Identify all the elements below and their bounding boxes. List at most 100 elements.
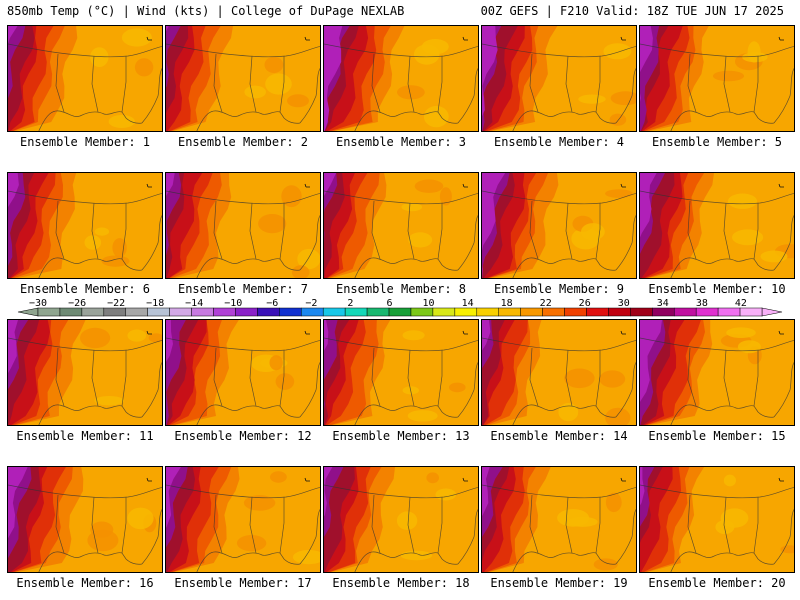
panel-caption-14: Ensemble Member: 14	[490, 429, 628, 443]
panel-caption-20: Ensemble Member: 20	[648, 576, 786, 590]
colorbar-swatch	[673, 307, 697, 317]
temperature-map	[640, 320, 794, 425]
panel-caption-1: Ensemble Member: 1	[19, 135, 151, 149]
temperature-map	[324, 26, 478, 131]
map-panel-2	[165, 25, 321, 132]
temperature-map	[482, 467, 636, 572]
colorbar-swatch	[388, 307, 412, 317]
colorbar-swatch	[103, 307, 127, 317]
colorbar-swatch	[586, 307, 609, 317]
map-panel-17	[165, 466, 321, 573]
colorbar-swatch	[520, 307, 543, 317]
temperature-colorbar: −30 −26 −22 −18 −14 −10 −6 −2 2 6 10 14 18 22 26 30 34 38…	[17, 298, 783, 317]
panel-caption-4: Ensemble Member: 4	[493, 135, 625, 149]
colorbar-tick-label: 42	[735, 298, 747, 309]
colorbar-tick-label: −2	[305, 298, 317, 309]
panel-caption-19: Ensemble Member: 19	[490, 576, 628, 590]
map-panel-3	[323, 25, 479, 132]
header-title: 850mb Temp (°C) | Wind (kts) | College o…	[7, 4, 405, 18]
map-panel-7	[165, 172, 321, 279]
temperature-map	[482, 173, 636, 278]
colorbar-swatch	[630, 307, 653, 317]
header-valid-time: 00Z GEFS | F210 Valid: 18Z TUE JUN 17 20…	[480, 4, 784, 18]
temperature-map	[640, 467, 794, 572]
colorbar-swatch	[191, 307, 214, 317]
colorbar-swatch	[476, 307, 499, 317]
map-panel-9	[481, 172, 637, 279]
map-panel-16	[7, 466, 163, 573]
temperature-map	[8, 26, 162, 131]
colorbar-swatch	[564, 307, 587, 317]
colorbar-swatch	[322, 307, 346, 317]
colorbar-swatch	[147, 307, 170, 317]
colorbar-tick-label: −6	[266, 298, 278, 309]
colorbar-swatch	[344, 307, 368, 317]
map-panel-8	[323, 172, 479, 279]
temperature-map	[166, 26, 320, 131]
colorbar-tick-label: −22	[107, 298, 125, 309]
map-panel-15	[639, 319, 795, 426]
map-panel-18	[323, 466, 479, 573]
colorbar-swatch	[235, 307, 258, 317]
temperature-map	[166, 320, 320, 425]
temperature-map	[324, 320, 478, 425]
colorbar-swatch	[652, 307, 675, 317]
colorbar-swatch	[410, 307, 434, 317]
panel-caption-15: Ensemble Member: 15	[648, 429, 786, 443]
colorbar-swatch	[717, 307, 741, 317]
colorbar-tick-label: −26	[68, 298, 86, 309]
colorbar-swatch	[432, 307, 456, 317]
map-panel-12	[165, 319, 321, 426]
map-panel-19	[481, 466, 637, 573]
map-panel-4	[481, 25, 637, 132]
map-panel-6	[7, 172, 163, 279]
panel-caption-6: Ensemble Member: 6	[19, 282, 151, 296]
temperature-map	[482, 26, 636, 131]
colorbar-tick-label: 2	[347, 298, 353, 309]
colorbar-swatch	[366, 307, 390, 317]
map-panel-11	[7, 319, 163, 426]
colorbar-swatch	[81, 307, 105, 317]
colorbar-swatch	[498, 307, 521, 317]
temperature-map	[8, 467, 162, 572]
colorbar-swatch	[213, 307, 236, 317]
panel-caption-12: Ensemble Member: 12	[174, 429, 312, 443]
panel-caption-18: Ensemble Member: 18	[332, 576, 470, 590]
map-panel-20	[639, 466, 795, 573]
colorbar-swatch	[37, 307, 61, 317]
colorbar-high-arrow	[761, 307, 783, 317]
map-panel-13	[323, 319, 479, 426]
colorbar-swatch	[257, 307, 280, 317]
colorbar-tick-label: 34	[657, 298, 669, 309]
colorbar-swatch	[169, 307, 192, 317]
map-panel-5	[639, 25, 795, 132]
colorbar-swatch	[279, 307, 302, 317]
panel-caption-10: Ensemble Member: 10	[648, 282, 786, 296]
colorbar-tick-label: 30	[618, 298, 630, 309]
colorbar-swatch	[608, 307, 631, 317]
temperature-map	[8, 320, 162, 425]
panel-caption-16: Ensemble Member: 16	[16, 576, 154, 590]
panel-caption-3: Ensemble Member: 3	[335, 135, 467, 149]
colorbar-tick-label: −10	[224, 298, 242, 309]
colorbar-tick-label: −18	[146, 298, 164, 309]
map-panel-10	[639, 172, 795, 279]
temperature-map	[324, 467, 478, 572]
map-panel-14	[481, 319, 637, 426]
temperature-map	[640, 173, 794, 278]
temperature-map	[166, 467, 320, 572]
panel-caption-2: Ensemble Member: 2	[177, 135, 309, 149]
colorbar-tick-label: 10	[422, 298, 434, 309]
colorbar-tick-label: 38	[696, 298, 708, 309]
panel-caption-11: Ensemble Member: 11	[16, 429, 154, 443]
colorbar-tick-label: 18	[501, 298, 513, 309]
panel-caption-13: Ensemble Member: 13	[332, 429, 470, 443]
colorbar-tick-label: 26	[579, 298, 591, 309]
temperature-map	[8, 173, 162, 278]
temperature-map	[482, 320, 636, 425]
panel-caption-8: Ensemble Member: 8	[335, 282, 467, 296]
colorbar-swatch	[739, 307, 763, 317]
colorbar-tick-label: 14	[462, 298, 474, 309]
colorbar-swatch	[125, 307, 148, 317]
colorbar-swatch	[542, 307, 565, 317]
